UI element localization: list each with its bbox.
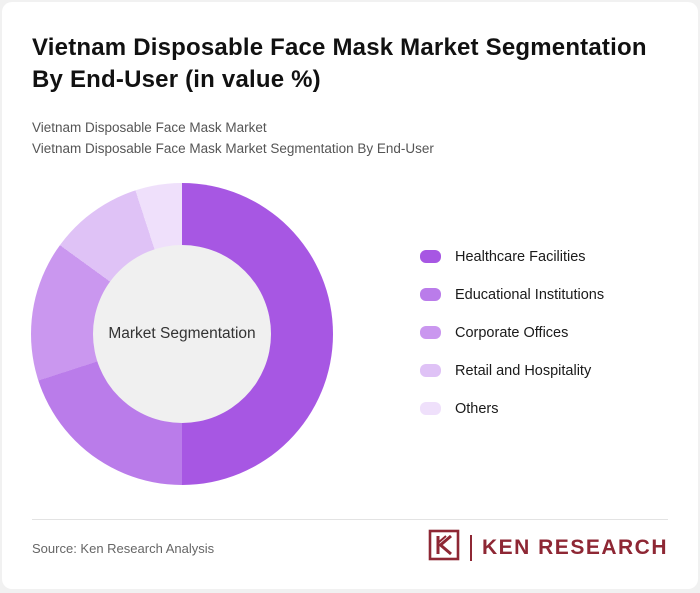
legend-swatch: [420, 402, 441, 415]
legend-item: Corporate Offices: [420, 323, 604, 342]
legend-swatch: [420, 250, 441, 263]
chart-title: Vietnam Disposable Face Mask Market Segm…: [32, 34, 647, 94]
legend-item: Healthcare Facilities: [420, 247, 604, 266]
ken-research-logo-text: KEN RESEARCH: [481, 535, 668, 559]
chart-subtitle-line1: Vietnam Disposable Face Mask Market: [32, 120, 267, 135]
donut-chart-area: Market Segmentation: [31, 183, 333, 485]
source-note: Source: Ken Research Analysis: [32, 541, 215, 556]
legend-label: Healthcare Facilities: [455, 248, 586, 265]
donut-center: Market Segmentation: [93, 245, 271, 423]
legend-swatch: [420, 288, 441, 301]
ken-research-logo: KEN RESEARCH: [428, 529, 668, 566]
legend-label: Retail and Hospitality: [455, 362, 592, 379]
chart-subtitles: Vietnam Disposable Face Mask Market Viet…: [32, 118, 652, 160]
legend-item: Educational Institutions: [420, 285, 604, 304]
donut-center-label: Market Segmentation: [108, 325, 256, 342]
legend-label: Others: [455, 400, 499, 417]
legend-label: Educational Institutions: [455, 286, 605, 303]
legend-swatch: [420, 326, 441, 339]
legend: Healthcare Facilities Educational Institu…: [420, 247, 604, 418]
logo-separator: [469, 534, 472, 561]
legend-swatch: [420, 364, 441, 377]
legend-item: Others: [420, 399, 604, 418]
legend-item: Retail and Hospitality: [420, 361, 604, 380]
chart-subtitle-line2: Vietnam Disposable Face Mask Market Segm…: [32, 140, 434, 156]
ken-research-logo-icon: [428, 529, 460, 566]
footer-divider: [32, 519, 668, 520]
legend-label: Corporate Offices: [455, 324, 569, 341]
